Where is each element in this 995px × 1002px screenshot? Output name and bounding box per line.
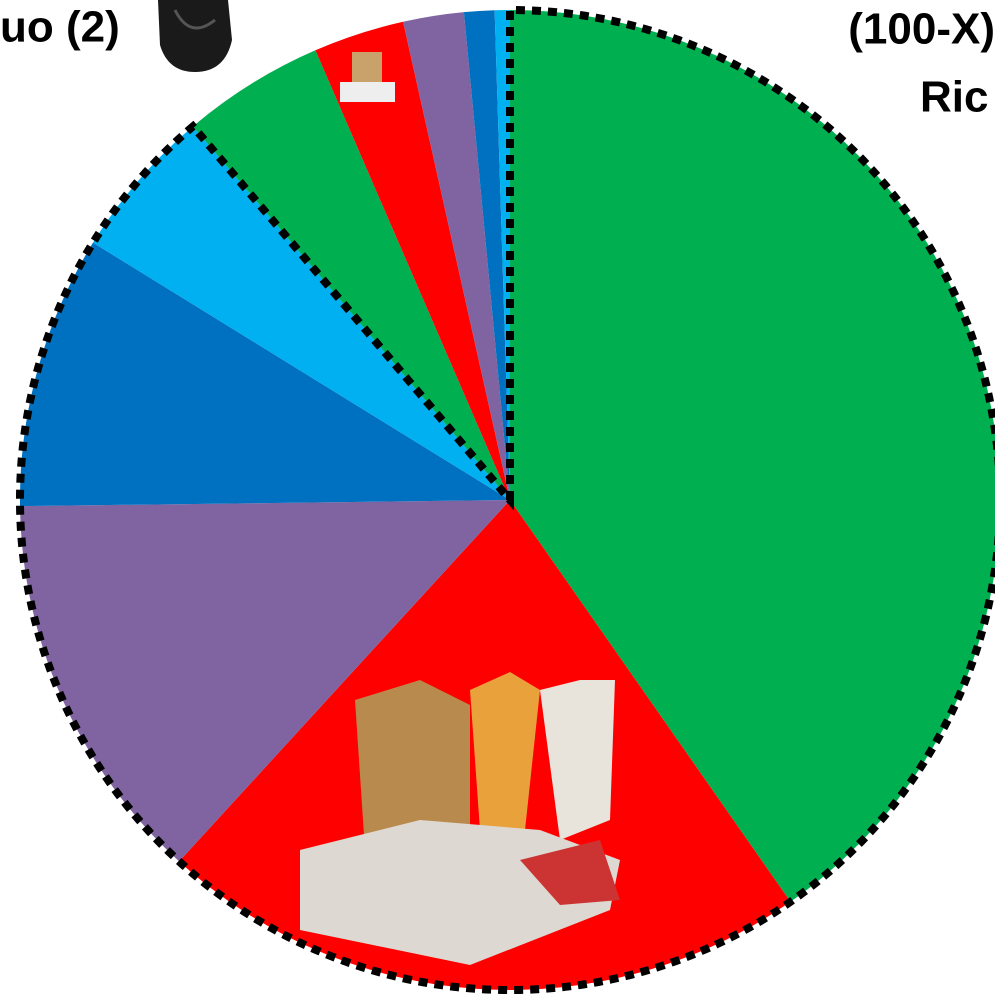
dashed-border bbox=[16, 5, 995, 994]
dashed-outline bbox=[16, 5, 995, 994]
small-paper-icon bbox=[340, 52, 395, 102]
pie-slice bbox=[494, 10, 510, 500]
annotation: Ric bbox=[920, 73, 988, 122]
pie-slice bbox=[463, 10, 510, 500]
annotation: uo (2) bbox=[0, 3, 120, 52]
annotation: (100-X) bbox=[848, 5, 995, 54]
pie bbox=[20, 10, 995, 990]
pie-slice bbox=[315, 21, 510, 501]
pie-slice bbox=[93, 126, 511, 500]
trash-bag-icon bbox=[158, 0, 232, 72]
pie-slice bbox=[20, 242, 510, 507]
pie-slice bbox=[510, 10, 995, 902]
paper-cardboard-photo bbox=[300, 672, 620, 965]
pie-slice bbox=[192, 50, 511, 500]
pie-slice bbox=[20, 500, 510, 862]
pie-slice bbox=[403, 12, 510, 500]
